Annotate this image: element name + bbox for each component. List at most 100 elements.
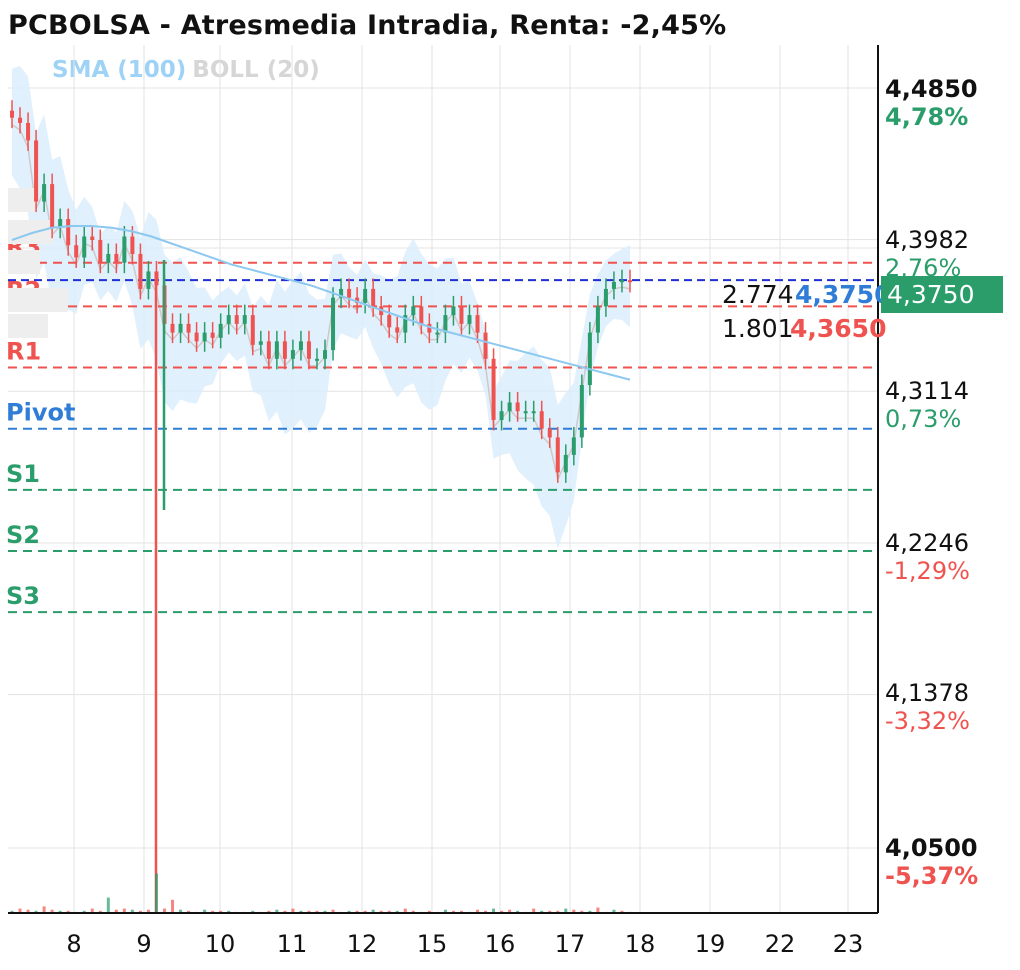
- x-tick-label: 10: [205, 930, 236, 958]
- candle-body: [98, 240, 103, 263]
- candle-body: [170, 323, 175, 333]
- candle-body: [82, 236, 87, 258]
- candle-body: [323, 350, 328, 359]
- volume-bar: [58, 910, 62, 913]
- candle-body: [210, 332, 215, 338]
- volume-bar: [154, 873, 158, 913]
- volume-bar: [10, 910, 14, 913]
- candle-body: [611, 281, 616, 289]
- volume-profile-bar: [8, 220, 53, 244]
- pivot-label-pivot: Pivot: [6, 399, 75, 427]
- volume-bar: [500, 910, 504, 913]
- x-tick-label: 8: [66, 930, 81, 958]
- candle-body: [539, 411, 544, 429]
- candle-body: [571, 437, 576, 455]
- volume-bar: [403, 908, 407, 913]
- volume-bar: [572, 909, 576, 913]
- candle-body: [403, 315, 408, 333]
- volume-bar: [130, 909, 134, 913]
- volume-bar: [459, 910, 463, 913]
- pivot-label-s1: S1: [6, 460, 40, 488]
- candle-body: [282, 341, 287, 359]
- volume-bar: [476, 909, 480, 913]
- x-tick-label: 16: [485, 930, 516, 958]
- candle-body: [419, 306, 424, 324]
- x-tick-label: 17: [555, 930, 586, 958]
- candle-body: [202, 332, 207, 342]
- candle-body: [395, 327, 400, 333]
- y-tick-label: 4,3982: [885, 226, 969, 254]
- candle-body: [194, 332, 199, 342]
- candle-body: [339, 288, 344, 298]
- x-tick-label: 19: [695, 930, 726, 958]
- candle-body: [90, 236, 95, 240]
- candle-body: [483, 332, 488, 359]
- volume-bar: [612, 909, 616, 913]
- volume-bar: [331, 909, 335, 913]
- order-book-qty: 1.801: [722, 314, 794, 343]
- candle-body: [106, 253, 111, 263]
- candle-body: [467, 315, 472, 324]
- volume-bar: [171, 899, 175, 913]
- volume-bar: [347, 910, 351, 913]
- x-tick-label: 23: [833, 930, 864, 958]
- volume-bar: [315, 910, 319, 913]
- candle-body: [274, 341, 279, 359]
- candle-body: [347, 288, 352, 298]
- chart-title: PCBOLSA - Atresmedia Intradia, Renta: -2…: [8, 10, 727, 41]
- candle-body: [411, 306, 416, 316]
- candle-body: [290, 350, 295, 359]
- volume-bar: [275, 909, 279, 913]
- candle-body: [547, 428, 552, 438]
- candle-body: [523, 411, 528, 414]
- volume-bar: [484, 910, 488, 913]
- candle-body: [563, 454, 568, 473]
- candle-body: [114, 253, 119, 263]
- candle-body: [363, 288, 368, 303]
- volume-bar: [548, 910, 552, 913]
- y-tick-label: 4,0500: [885, 834, 978, 862]
- candle-body: [122, 236, 127, 263]
- candle-body: [178, 323, 183, 333]
- y-tick-label: 4,4850: [885, 75, 978, 103]
- y-tick-pct: -5,37%: [885, 862, 978, 890]
- x-tick-label: 22: [765, 930, 796, 958]
- bollinger-mid-line: [11, 124, 631, 482]
- candle-body: [427, 323, 432, 333]
- y-tick-pct: 4,78%: [885, 103, 968, 131]
- legend-boll: BOLL (20): [192, 57, 320, 83]
- volume-profile-bar: [8, 314, 48, 338]
- volume-bar: [42, 906, 46, 913]
- volume-bar: [146, 909, 150, 913]
- y-tick-pct: -1,29%: [885, 557, 970, 585]
- candle-body: [515, 402, 520, 412]
- volume-bar: [307, 910, 311, 913]
- volume-bar: [66, 910, 70, 913]
- x-tick-label: 18: [625, 930, 656, 958]
- candle-body: [250, 315, 255, 345]
- candle-body: [491, 358, 496, 420]
- candle-body: [603, 288, 608, 307]
- candle-body: [50, 184, 55, 228]
- candle-body: [387, 315, 392, 328]
- candle-body: [619, 280, 624, 283]
- x-tick-label: 11: [277, 930, 308, 958]
- volume-bar: [363, 910, 367, 913]
- y-tick-pct: 0,73%: [885, 405, 961, 433]
- volume-bar: [355, 910, 359, 913]
- volume-bar: [283, 910, 287, 913]
- volume-bar: [508, 909, 512, 913]
- volume-bar: [395, 910, 399, 913]
- volume-bar: [540, 910, 544, 913]
- candle-body: [138, 253, 143, 289]
- volume-bar: [251, 910, 255, 913]
- volume-bar: [106, 897, 110, 913]
- candle-body: [306, 341, 311, 359]
- candle-body: [218, 323, 223, 338]
- x-tick-label: 15: [417, 930, 448, 958]
- volume-bar: [580, 910, 584, 913]
- candle-body: [226, 315, 231, 324]
- candle-body: [66, 219, 71, 246]
- candle-body: [130, 236, 135, 254]
